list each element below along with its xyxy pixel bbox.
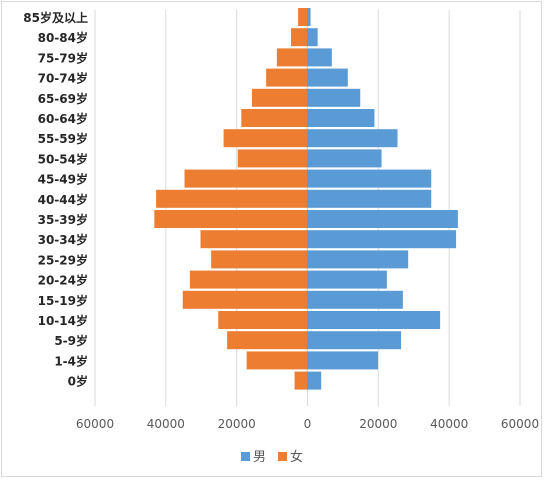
category-label: 70-74岁 (38, 71, 88, 86)
bar-female (218, 311, 307, 329)
bar-male (307, 311, 441, 329)
x-tick-label: 60000 (501, 417, 539, 431)
category-label: 1-4岁 (54, 353, 88, 368)
x-tick-label: 40000 (147, 417, 185, 431)
bar-male (307, 88, 361, 107)
category-label: 20-24岁 (38, 273, 88, 288)
bar-male (307, 109, 375, 127)
category-label: 30-34岁 (38, 232, 88, 247)
bar-male (307, 230, 457, 249)
bar-female (241, 109, 307, 127)
bar-male (307, 28, 318, 47)
bar-male (307, 270, 387, 289)
x-tick-label: 40000 (430, 417, 468, 431)
category-label: 5-9岁 (54, 333, 88, 348)
category-label: 80-84岁 (38, 30, 88, 45)
category-label: 35-39岁 (38, 212, 88, 227)
category-label: 25-29岁 (38, 252, 88, 267)
bar-male (307, 210, 458, 228)
bar-female (294, 371, 307, 390)
bar-female (237, 149, 307, 168)
bar-male (307, 290, 403, 309)
legend-swatch-male (241, 452, 250, 461)
bar-male (307, 169, 432, 188)
category-label: 0岁 (68, 374, 88, 389)
bar-female (154, 210, 307, 228)
bar-male (307, 48, 332, 67)
x-tick-labels: 60000 40000 20000 0 20000 40000 60000 (76, 417, 539, 431)
category-labels: 0岁 1-4岁 5-9岁 10-14岁 15-19岁 20-24岁 25-29岁 30-34岁… (23, 10, 88, 389)
category-label: 65-69岁 (38, 91, 88, 106)
bar-female (184, 169, 307, 188)
bar-female (291, 28, 307, 47)
bar-male (307, 8, 311, 26)
bar-male (307, 129, 398, 148)
bar-male (307, 351, 378, 370)
bar-female (266, 68, 307, 87)
x-tick-label: 20000 (359, 417, 397, 431)
bar-female (182, 290, 307, 309)
category-label: 50-54岁 (38, 151, 88, 166)
bar-female (156, 189, 307, 208)
category-label: 40-44岁 (38, 192, 88, 207)
bar-female (246, 351, 307, 370)
x-tick-label: 60000 (76, 417, 114, 431)
bar-female (189, 270, 307, 289)
category-label: 10-14岁 (38, 313, 88, 328)
bar-male (307, 189, 432, 208)
category-label: 55-59岁 (38, 131, 88, 146)
legend[interactable]: 男 女 (241, 449, 303, 465)
x-tick-label: 20000 (218, 417, 256, 431)
bar-female (227, 331, 307, 350)
category-label: 15-19岁 (38, 293, 88, 308)
bar-male (307, 331, 402, 350)
bar-female (276, 48, 307, 67)
bar-female (251, 88, 307, 107)
bar-male (307, 68, 348, 87)
legend-label-male: 男 (253, 450, 266, 465)
category-label: 85岁及以上 (23, 10, 88, 25)
bar-male (307, 371, 322, 390)
bar-female (211, 250, 307, 269)
bar-male (307, 250, 409, 269)
x-tick-label: 0 (304, 417, 312, 431)
category-label: 45-49岁 (38, 172, 88, 187)
bar-female (200, 230, 307, 249)
category-label: 60-64岁 (38, 111, 88, 126)
category-label: 75-79岁 (38, 50, 88, 65)
legend-swatch-female (278, 452, 287, 461)
bar-male (307, 149, 382, 168)
bar-female (223, 129, 307, 148)
bar-female (298, 8, 307, 26)
bars (154, 8, 458, 390)
legend-label-female: 女 (290, 449, 303, 465)
